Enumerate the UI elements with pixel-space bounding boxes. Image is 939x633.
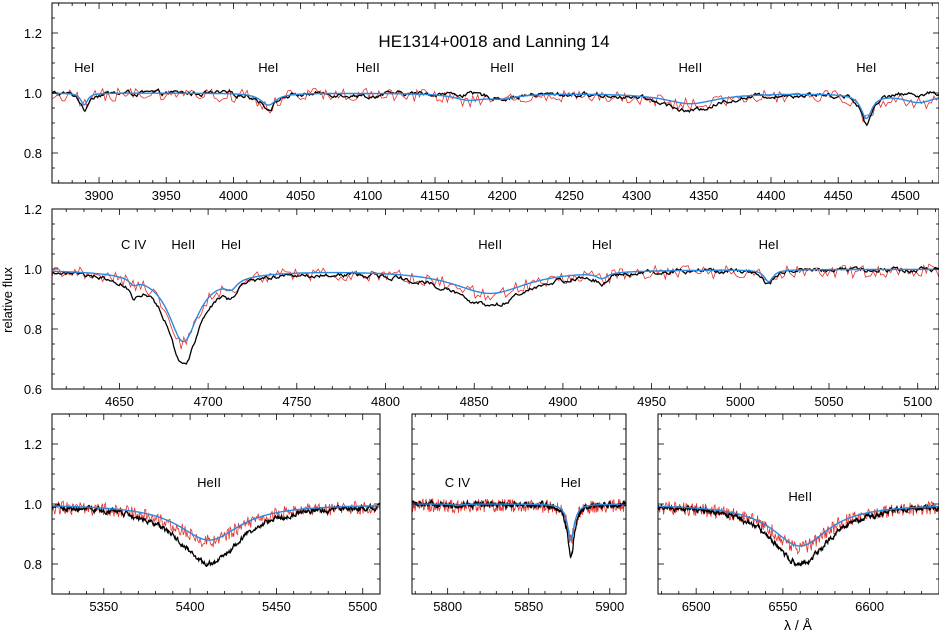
x-tick-label: 4400 [757, 188, 786, 203]
panel-middle: 4650 4700 4750 4800 4850 4900 4950 5000 5050 5100… [24, 202, 939, 409]
x-tick-label: 4250 [555, 188, 584, 203]
y-tick-label: 1.0 [24, 86, 42, 101]
x-tick-label: 4350 [689, 188, 718, 203]
line-label: HeI [74, 60, 94, 75]
line-label: HeI [561, 475, 581, 490]
observed-spectrum-line [52, 265, 939, 365]
y-tick-label: 1.0 [24, 262, 42, 277]
observed-spectrum-line [658, 503, 939, 567]
panel-bottom-right: 6500 6550 6600 HeII [657, 413, 939, 614]
line-label: HeII [678, 60, 702, 75]
model-spectrum-line [658, 505, 939, 547]
x-tick-label: 3950 [152, 188, 181, 203]
line-label: C IV [445, 475, 471, 490]
figure-title: HE1314+0018 and Lanning 14 [378, 32, 609, 51]
y-tick-label: 1.0 [24, 497, 42, 512]
line-label: HeI [592, 237, 612, 252]
x-tick-label: 6600 [855, 599, 884, 614]
x-tick-label: 4200 [488, 188, 517, 203]
x-tick-label: 4450 [824, 188, 853, 203]
x-tick-label: 4500 [891, 188, 920, 203]
y-tick-label: 1.2 [24, 26, 42, 41]
y-tick-label: 0.8 [24, 146, 42, 161]
x-tick-label: 5050 [815, 394, 844, 409]
x-tick-label: 5350 [89, 599, 118, 614]
model-spectrum-line [52, 92, 939, 120]
comparison-spectrum-line [412, 497, 626, 544]
y-tick-label: 0.8 [24, 322, 42, 337]
model-spectrum-line [52, 268, 939, 343]
x-tick-label: 5450 [262, 599, 291, 614]
x-tick-label: 4150 [421, 188, 450, 203]
y-tick-label: 0.6 [24, 382, 42, 397]
x-tick-label: 4950 [637, 394, 666, 409]
x-tick-label: 5400 [176, 599, 205, 614]
y-axis-label: relative flux [0, 267, 15, 333]
x-tick-label: 5000 [726, 394, 755, 409]
line-label: HeII [356, 60, 380, 75]
x-axis-label: λ / Å [784, 617, 813, 633]
line-label: HeII [478, 237, 502, 252]
x-tick-label: 5100 [903, 394, 932, 409]
y-tick-label: 0.8 [24, 557, 42, 572]
panel-frame [657, 413, 939, 595]
model-spectrum-line [52, 505, 380, 541]
y-tick-label: 1.2 [24, 202, 42, 217]
line-label: HeII [197, 475, 221, 490]
x-tick-label: 4650 [105, 394, 134, 409]
x-tick-label: 4850 [460, 394, 489, 409]
line-label: HeI [258, 60, 278, 75]
line-label: HeII [171, 237, 195, 252]
x-tick-label: 5850 [514, 599, 543, 614]
panel-frame [51, 208, 939, 390]
x-tick-label: 6550 [768, 599, 797, 614]
line-label: HeI [221, 237, 241, 252]
panel-bottom-middle: 5800 5850 5900 C IV HeI [411, 413, 627, 614]
panel-top: 3900 3950 4000 4050 4100 4150 4200 4250 4300 4350… [24, 2, 939, 203]
x-tick-label: 4100 [353, 188, 382, 203]
x-tick-label: 3900 [85, 188, 114, 203]
line-label: C IV [121, 237, 147, 252]
x-tick-label: 5900 [595, 599, 624, 614]
observed-spectrum-line [52, 88, 939, 127]
x-tick-label: 4800 [371, 394, 400, 409]
panel-frame [51, 413, 381, 595]
model-spectrum-line [412, 503, 626, 541]
y-tick-label: 1.2 [24, 437, 42, 452]
x-tick-label: 5800 [433, 599, 462, 614]
observed-spectrum-line [52, 502, 380, 567]
x-tick-label: 4750 [282, 394, 311, 409]
panel-bottom-left: 5350 5400 5450 5500 0.8 1.0 1.2 HeII [24, 413, 381, 614]
x-tick-label: 4900 [548, 394, 577, 409]
x-tick-label: 4000 [219, 188, 248, 203]
x-tick-label: 4300 [622, 188, 651, 203]
x-tick-label: 4700 [194, 394, 223, 409]
x-tick-label: 4050 [286, 188, 315, 203]
line-label: HeII [490, 60, 514, 75]
x-tick-label: 5500 [348, 599, 377, 614]
line-label: HeI [856, 60, 876, 75]
line-label: HeI [759, 237, 779, 252]
line-label: HeII [788, 489, 812, 504]
x-tick-label: 6500 [682, 599, 711, 614]
comparison-spectrum-line [52, 263, 939, 350]
